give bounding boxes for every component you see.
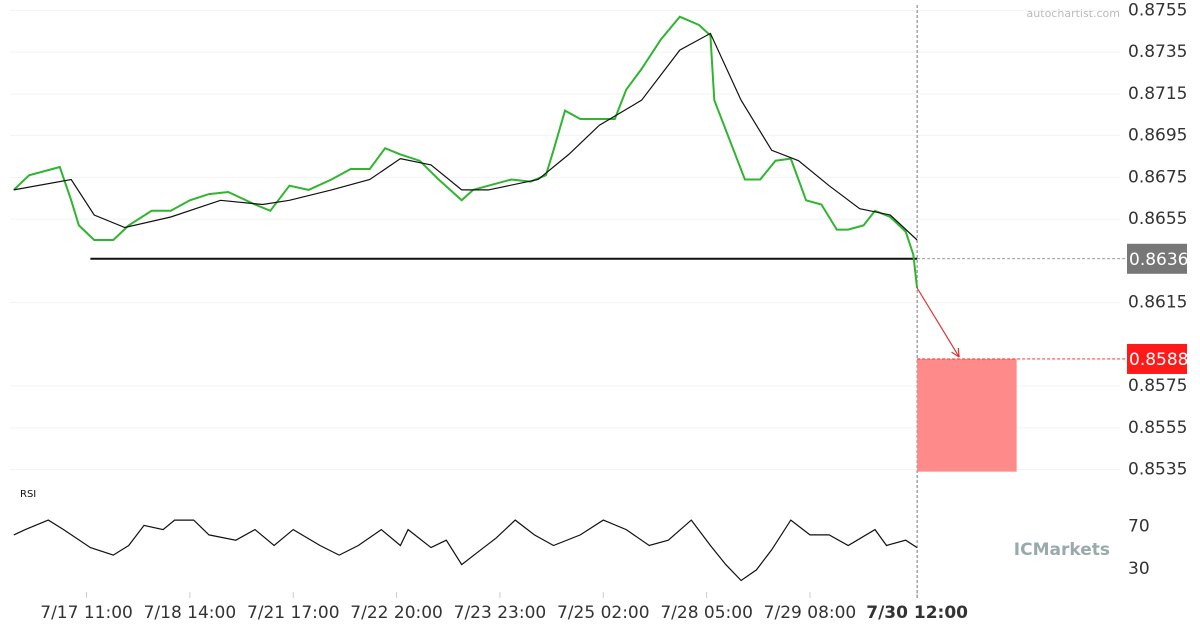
y-tick-label: 0.8695 [1128, 126, 1187, 146]
x-tick-label: 7/17 11:00 [40, 603, 133, 623]
x-tick-label: 7/22 20:00 [350, 603, 443, 623]
series-line [13, 15, 919, 289]
y-tick-label: 0.8555 [1128, 418, 1187, 438]
x-tick-label: 7/18 14:00 [144, 603, 237, 623]
y-tick-label: 0.8615 [1128, 293, 1187, 313]
y-tick-label: 30 [1128, 559, 1150, 579]
x-tick-label: 7/23 23:00 [454, 603, 547, 623]
y-tick-label: 0.8675 [1128, 167, 1187, 187]
target-zone [917, 358, 1017, 472]
y-tick-label: 0.8755 [1128, 0, 1187, 20]
x-tick-label: 7/25 02:00 [557, 603, 650, 623]
brand-logo: ICMarkets [1014, 540, 1110, 560]
arrow-head [951, 347, 960, 358]
x-tick-label: 7/29 08:00 [764, 603, 857, 623]
y-tick-label: 0.8535 [1128, 460, 1187, 480]
price-label: 0.8636 [1129, 250, 1188, 270]
y-tick-label: 0.8655 [1128, 209, 1187, 229]
y-tick-label: 0.8735 [1128, 42, 1187, 62]
price-label-box [1127, 243, 1187, 274]
price-label: 0.8588 [1129, 350, 1188, 370]
y-tick-label: 70 [1128, 516, 1150, 536]
price-label-box [1127, 343, 1187, 374]
watermark: autochartist.com [1027, 7, 1120, 20]
series-line [13, 519, 918, 582]
y-tick-label: 0.8575 [1128, 376, 1187, 396]
x-tick-label: 7/21 17:00 [247, 603, 340, 623]
forecast-arrow [916, 287, 960, 358]
rsi-title: RSI [20, 489, 36, 500]
y-tick-label: 0.8715 [1128, 84, 1187, 104]
x-tick-label: 7/30 12:00 [866, 603, 968, 623]
series-line [13, 32, 918, 241]
x-tick-label: 7/28 05:00 [660, 603, 753, 623]
